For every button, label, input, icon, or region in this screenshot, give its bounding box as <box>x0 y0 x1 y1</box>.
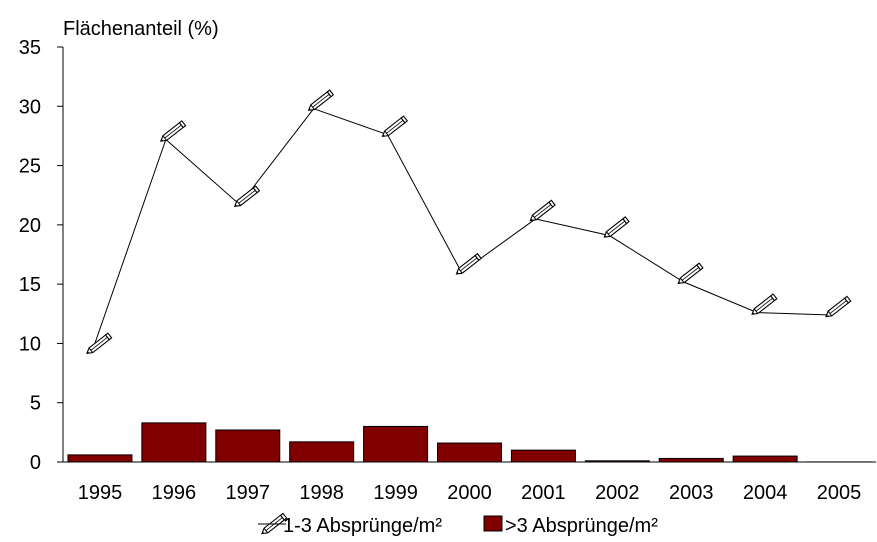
y-tick-label: 15 <box>19 274 41 296</box>
y-tick-label: 35 <box>19 37 41 59</box>
bar <box>363 425 429 463</box>
line-point-pencil-icon <box>529 199 556 222</box>
x-tick-label: 2000 <box>447 482 492 504</box>
line-point-pencil-icon <box>86 332 113 355</box>
x-tick-label: 1999 <box>373 482 418 504</box>
x-tick-label: 1997 <box>226 482 271 504</box>
x-tick-label: 1998 <box>299 482 344 504</box>
x-tick-label: 2005 <box>817 482 862 504</box>
bar <box>437 442 502 463</box>
line-point-pencil-icon <box>751 293 778 315</box>
bar <box>289 441 355 463</box>
series-line <box>91 108 832 352</box>
x-tick-label: 1996 <box>152 482 197 504</box>
bar <box>141 422 207 463</box>
bar <box>658 457 724 463</box>
x-tick-label: 2004 <box>743 482 788 504</box>
line-point-pencil-icon <box>677 262 704 285</box>
y-tick-label: 30 <box>19 96 41 118</box>
line-point-pencil-icon <box>455 252 482 275</box>
legend-label-line: 1-3 Absprünge/m² <box>283 515 442 537</box>
bar <box>67 454 133 463</box>
x-tick-label: 2003 <box>669 482 714 504</box>
line-point-pencil-icon <box>381 115 409 138</box>
bar <box>510 449 576 463</box>
x-tick-label: 2001 <box>521 482 566 504</box>
plot-area: 0 5 10 15 20 25 30 35 1995 1996 1997 1998 1999 2000 20… <box>19 37 876 504</box>
line-point-pencil-icon <box>307 89 335 111</box>
y-tick-label: 20 <box>19 215 41 237</box>
y-axis-label: Flächenanteil (%) <box>63 18 219 40</box>
line-point-pencil-icon <box>603 216 630 238</box>
legend-bar-swatch <box>483 515 503 532</box>
y-tick-label: 25 <box>19 156 41 178</box>
x-tick-label: 2002 <box>595 482 640 504</box>
bar <box>732 455 798 463</box>
line-point-pencil-icon <box>233 185 261 207</box>
y-tick-label: 0 <box>30 452 41 474</box>
y-tick-label: 5 <box>30 393 41 415</box>
line-point-pencil-icon <box>825 295 852 318</box>
legend: 1-3 Absprünge/m² >3 Absprünge/m² <box>258 512 658 537</box>
line-point-pencil-icon <box>159 120 187 142</box>
legend-label-bar: >3 Absprünge/m² <box>505 515 658 537</box>
x-tick-label: 1995 <box>78 482 123 504</box>
bar <box>215 429 281 463</box>
y-tick-label: 10 <box>19 333 41 355</box>
